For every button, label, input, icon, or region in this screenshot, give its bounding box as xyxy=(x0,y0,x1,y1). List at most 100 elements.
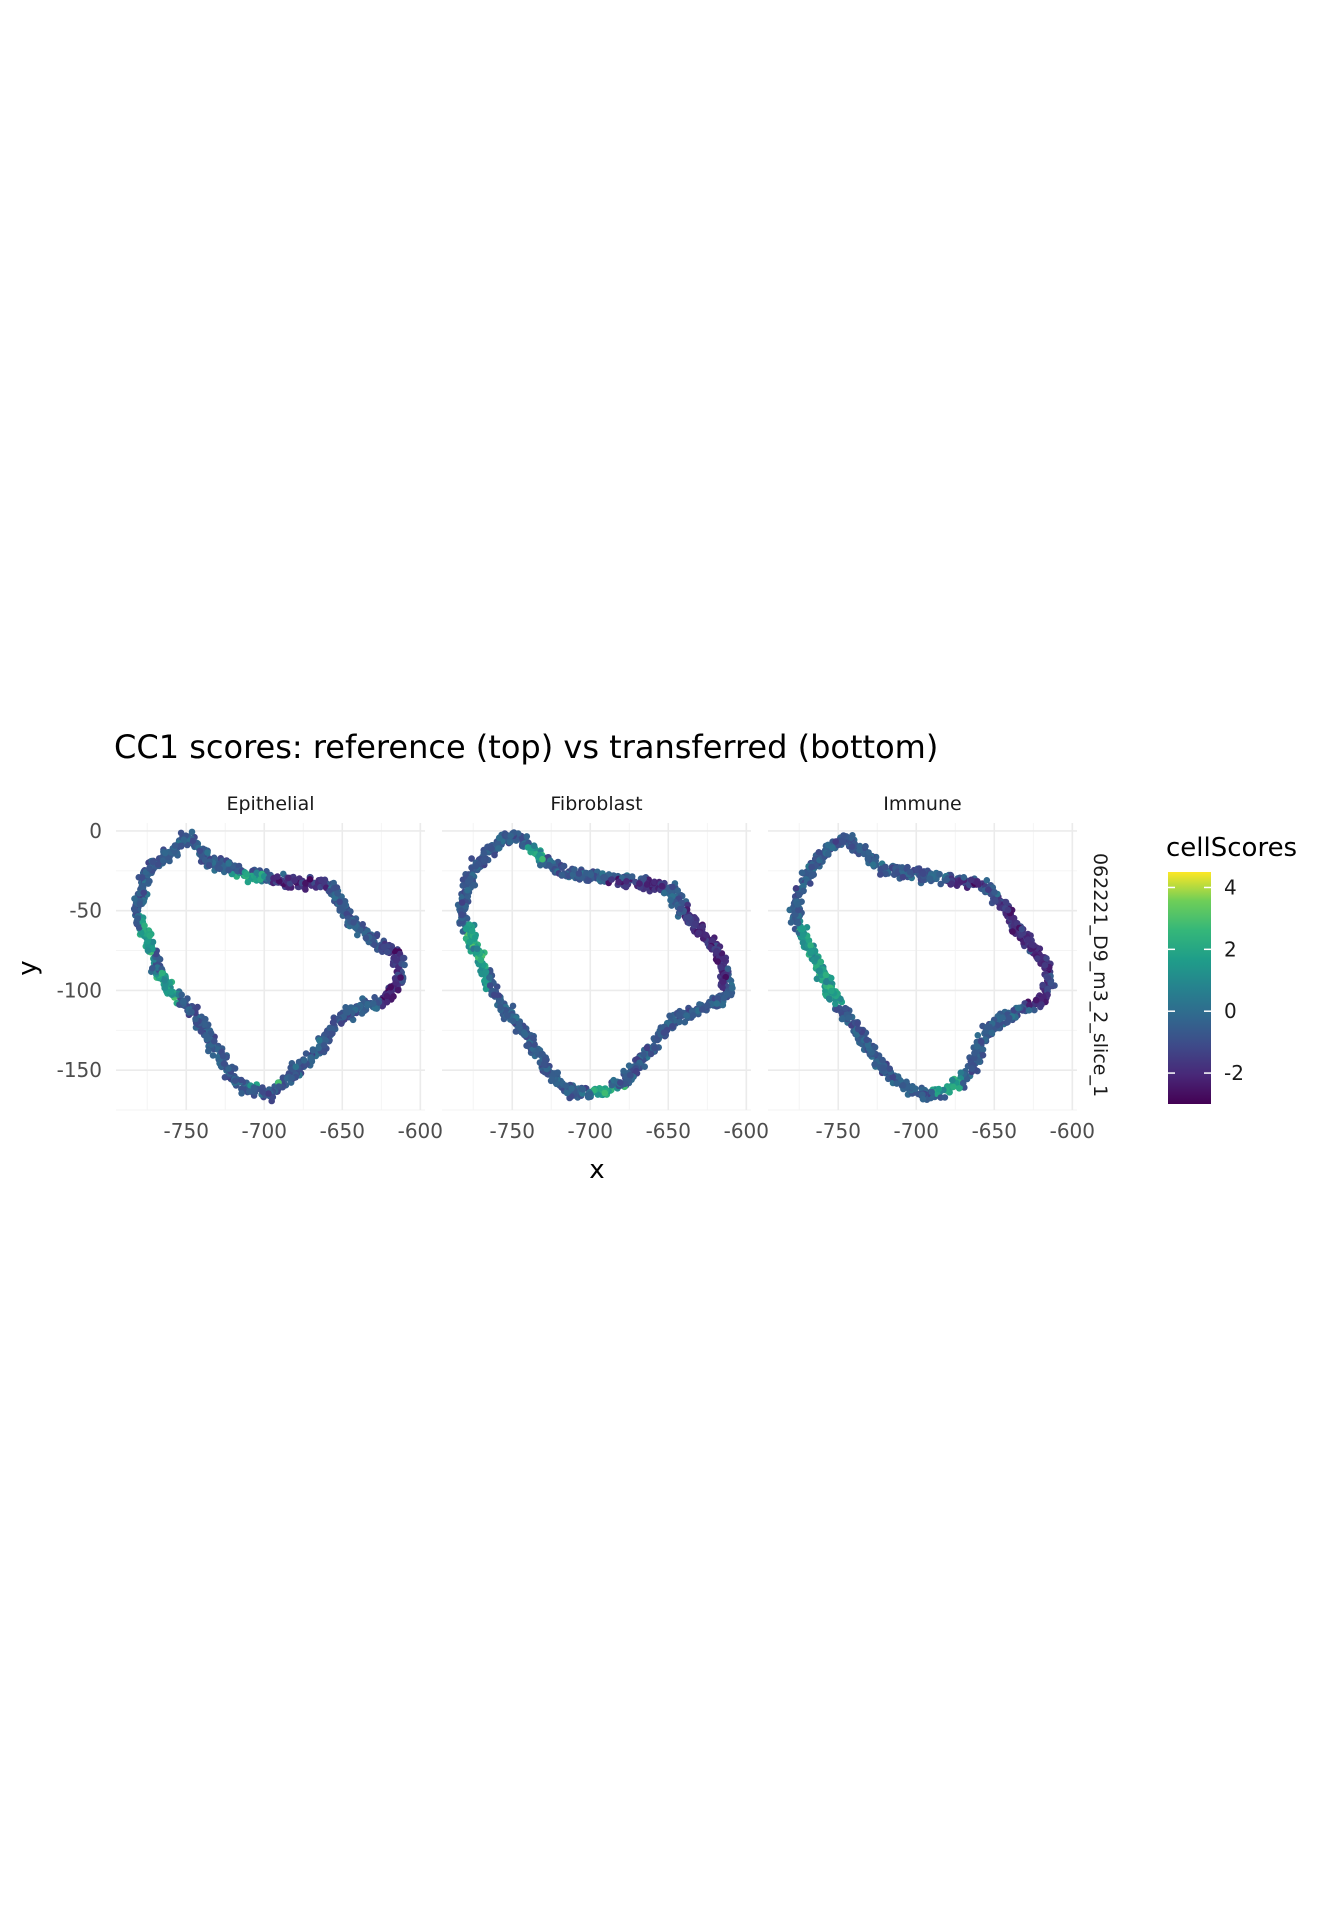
data-point xyxy=(350,919,357,926)
data-point xyxy=(486,974,493,981)
data-point xyxy=(1044,985,1051,993)
data-point xyxy=(317,876,325,884)
data-point xyxy=(979,1046,987,1053)
data-point xyxy=(539,1051,546,1058)
data-point xyxy=(302,880,309,887)
data-point xyxy=(275,1083,283,1090)
data-point xyxy=(458,899,466,906)
data-point xyxy=(139,882,147,890)
data-point xyxy=(154,861,162,868)
data-point xyxy=(138,929,145,937)
data-point xyxy=(506,838,513,846)
data-point xyxy=(963,1075,971,1083)
data-point xyxy=(494,840,502,847)
data-point xyxy=(666,1012,673,1020)
data-point xyxy=(149,964,156,972)
data-point xyxy=(178,991,185,999)
data-point xyxy=(800,882,807,890)
x-tick-label: -750 xyxy=(164,1119,209,1143)
data-point xyxy=(669,1023,676,1030)
data-point xyxy=(660,1029,668,1036)
data-point xyxy=(879,1056,886,1064)
data-point xyxy=(486,982,494,989)
data-point xyxy=(161,977,168,984)
legend-title: cellScores xyxy=(1166,833,1297,863)
data-point xyxy=(560,862,568,870)
data-point xyxy=(815,967,823,975)
x-tick-label: -600 xyxy=(1050,1119,1095,1143)
data-point xyxy=(937,880,944,888)
data-point xyxy=(138,874,146,881)
data-point xyxy=(291,877,299,884)
data-point xyxy=(562,1082,570,1089)
data-point xyxy=(810,871,817,878)
data-point xyxy=(384,948,391,956)
data-point xyxy=(548,1075,556,1083)
data-point xyxy=(480,849,488,857)
data-point xyxy=(957,1069,965,1076)
data-point xyxy=(364,1000,372,1008)
data-point xyxy=(558,871,566,878)
data-point xyxy=(848,843,856,850)
data-point xyxy=(539,855,546,863)
data-point xyxy=(794,901,801,908)
x-tick-label: -650 xyxy=(320,1119,365,1143)
data-point xyxy=(794,919,802,927)
data-point xyxy=(473,945,481,953)
data-point xyxy=(245,1088,253,1095)
data-point xyxy=(316,1037,323,1044)
data-point xyxy=(797,926,805,933)
data-point xyxy=(130,905,138,913)
data-point xyxy=(219,1052,227,1060)
data-point xyxy=(309,1047,317,1054)
data-point xyxy=(628,873,636,880)
data-point xyxy=(383,998,391,1006)
data-point xyxy=(823,978,830,986)
data-point xyxy=(188,1008,195,1016)
panel-epithelial: Epithelial -750 -700 -650 -600 0 -50 -100 -150 xyxy=(57,793,443,1143)
data-point xyxy=(720,994,728,1002)
data-point xyxy=(699,923,706,930)
x-tick-label: -600 xyxy=(724,1119,769,1143)
data-point xyxy=(854,1025,862,1033)
data-point xyxy=(647,1050,655,1058)
data-point xyxy=(160,857,167,864)
data-point xyxy=(863,1036,870,1044)
facet-label-immune: Immune xyxy=(883,793,961,815)
data-point xyxy=(681,1018,689,1026)
data-point xyxy=(842,1004,849,1012)
data-point xyxy=(524,1042,531,1049)
data-point xyxy=(906,868,914,876)
data-point xyxy=(471,881,479,889)
data-point xyxy=(636,880,643,887)
data-point xyxy=(865,849,872,856)
data-point xyxy=(149,938,157,946)
data-point xyxy=(477,956,485,964)
data-point xyxy=(880,1064,887,1072)
data-point xyxy=(992,897,999,905)
data-point xyxy=(968,1065,976,1072)
data-point xyxy=(822,971,830,979)
data-point xyxy=(1014,1004,1022,1012)
data-point xyxy=(894,1073,902,1080)
data-point xyxy=(959,1079,967,1087)
data-point xyxy=(522,1031,529,1038)
data-point xyxy=(167,988,175,996)
data-point xyxy=(928,1088,935,1096)
data-point xyxy=(709,937,716,945)
data-point xyxy=(387,983,395,991)
data-point xyxy=(464,878,472,885)
data-point xyxy=(315,1044,322,1052)
data-point xyxy=(893,1080,901,1087)
data-point xyxy=(468,927,476,935)
data-point xyxy=(1002,898,1010,906)
y-tick-label: -150 xyxy=(57,1058,102,1082)
data-point xyxy=(197,1028,205,1035)
data-point xyxy=(971,1049,978,1057)
data-point xyxy=(625,1062,633,1069)
data-point xyxy=(334,890,341,897)
data-point xyxy=(274,873,281,880)
data-point xyxy=(1039,981,1046,989)
data-point xyxy=(840,832,847,839)
data-point xyxy=(336,905,344,913)
